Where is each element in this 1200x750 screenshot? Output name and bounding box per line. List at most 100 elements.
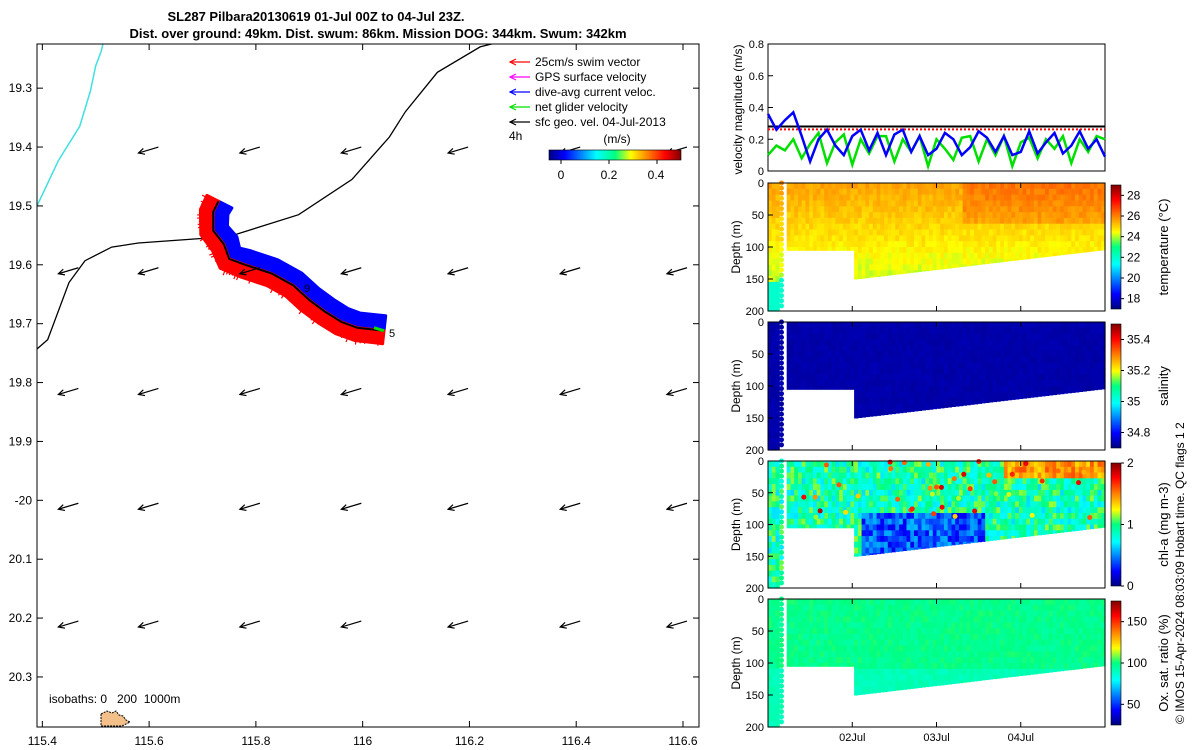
heatmap-cell (827, 356, 833, 364)
heatmap-cell (816, 380, 821, 387)
heatmap-cell (899, 264, 904, 271)
heatmap-cell (854, 604, 859, 612)
heatmap-cell (902, 541, 908, 549)
heatmap-cell (842, 339, 848, 346)
heatmap-cell (925, 362, 930, 370)
heatmap-cell (962, 194, 967, 201)
heatmap-cell (771, 536, 776, 543)
heatmap-cell (899, 686, 904, 691)
swim-vector-arrow (207, 239, 221, 250)
heatmap-cell (876, 461, 881, 468)
heatmap-cell (861, 610, 866, 617)
heatmap-cell (992, 356, 997, 364)
heatmap-cell (970, 472, 975, 479)
heatmap-cell (861, 194, 866, 201)
heatmap-cell (1045, 327, 1050, 335)
sfc-geo-velocity-arrow (446, 146, 469, 155)
heatmap-cell (771, 397, 776, 404)
heatmap-cell (1037, 495, 1042, 502)
heatmap-cell (1026, 339, 1031, 346)
heatmap-cell (768, 663, 773, 670)
heatmap-cell (771, 570, 776, 578)
heatmap-cell (921, 339, 926, 346)
heatmap-cell (1018, 530, 1024, 537)
heatmap-cell (925, 200, 930, 207)
heatmap-cell (1015, 461, 1020, 468)
heatmap-cell (910, 495, 915, 502)
heatmap-cell (1000, 501, 1005, 508)
heatmap-cell (985, 333, 990, 340)
heatmap-cell (865, 229, 870, 236)
heatmap-cell (1022, 484, 1027, 491)
heatmap-cell (940, 668, 945, 676)
heatmap-cell (966, 536, 971, 543)
heatmap-cell (1097, 484, 1102, 491)
heatmap-cell (917, 501, 923, 508)
heatmap-cell (910, 639, 915, 647)
heatmap-cell (955, 610, 960, 617)
heatmap-cell (861, 229, 866, 236)
heatmap-cell (1018, 472, 1024, 479)
heatmap-cell (959, 541, 964, 545)
heatmap-cell (1082, 518, 1087, 526)
heatmap-cell (824, 616, 829, 623)
heatmap-cell (1030, 478, 1035, 485)
heatmap-cell (1048, 200, 1054, 207)
heatmap-cell (985, 322, 990, 329)
legend-item: GPS surface velocity (508, 70, 646, 84)
heatmap-cell (798, 374, 803, 381)
heatmap-cell (966, 374, 971, 381)
heatmap-cell (865, 461, 870, 468)
heatmap-cell (801, 200, 806, 207)
heatmap-cell (1037, 472, 1042, 479)
heatmap-cell (895, 610, 900, 617)
heatmap-cell (1067, 188, 1072, 196)
heatmap-cell (1041, 356, 1046, 364)
heatmap-cell (835, 599, 840, 606)
heatmap-cell (973, 513, 979, 520)
heatmap-cell (1003, 223, 1009, 231)
heatmap-cell (910, 183, 915, 190)
heatmap-cell (1033, 484, 1039, 491)
heatmap-cell (988, 397, 994, 403)
heatmap-cell (985, 200, 990, 207)
heatmap-cell (959, 403, 964, 407)
heatmap-cell (936, 258, 941, 265)
heatmap-cell (959, 356, 964, 364)
heatmap-cell (981, 397, 986, 404)
heatmap-cell (869, 663, 874, 670)
heatmap-cell (771, 420, 776, 428)
heatmap-cell (973, 235, 979, 242)
heatmap-cell (887, 235, 893, 242)
heatmap-cell (977, 322, 982, 329)
heatmap-cell (944, 380, 949, 387)
heatmap-cell (831, 657, 836, 664)
heatmap-cell (1022, 194, 1027, 201)
heatmap-cell (1086, 247, 1091, 253)
heatmap-cell (850, 386, 855, 390)
heatmap-cell (932, 403, 938, 410)
heatmap-cell (1082, 194, 1087, 201)
heatmap-cell (850, 610, 855, 617)
heatmap-cell (1045, 194, 1050, 201)
heatmap-cell (1011, 194, 1016, 201)
heatmap-cell (1018, 351, 1024, 358)
heatmap-cell (820, 524, 825, 529)
heatmap-cell (887, 241, 893, 248)
heatmap-cell (775, 264, 780, 271)
sfc-geo-velocity-arrow (665, 387, 688, 397)
heatmap-cell (925, 380, 930, 387)
heatmap-cell (786, 194, 791, 201)
chl-point (939, 504, 945, 510)
heatmap-cell (786, 386, 791, 390)
heatmap-cell (1018, 247, 1024, 254)
swim-vector-arrow (209, 243, 225, 251)
heatmap-cell (947, 194, 952, 201)
heatmap-cell (929, 241, 934, 248)
heatmap-cell (809, 374, 814, 381)
map-ytick-label: 19.7 (9, 317, 33, 331)
heatmap-cell (798, 200, 803, 207)
heatmap-cell (876, 368, 881, 375)
heatmap-cell (914, 466, 919, 474)
heatmap-cell (917, 258, 923, 265)
